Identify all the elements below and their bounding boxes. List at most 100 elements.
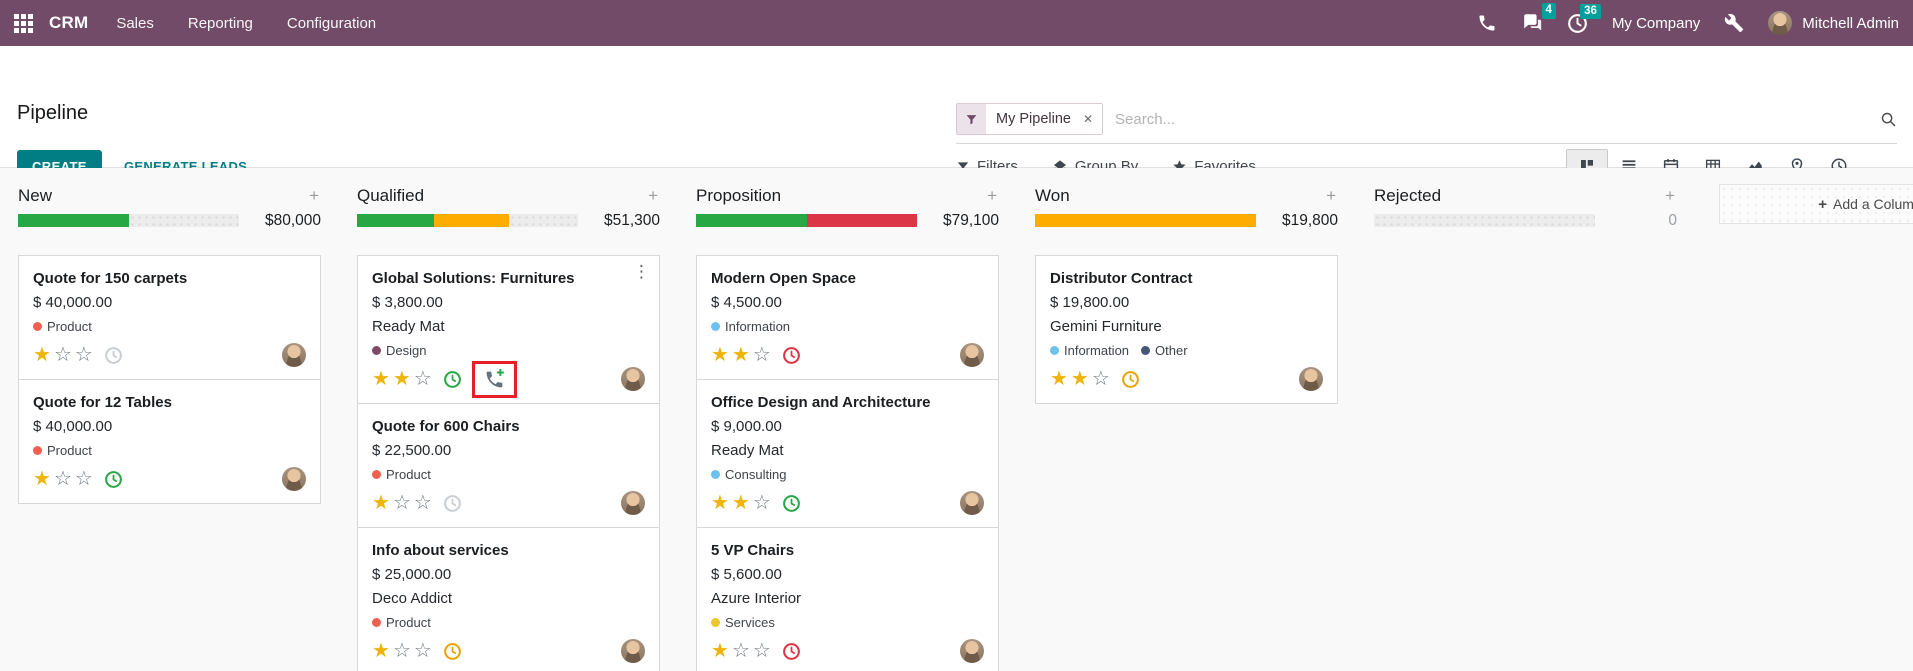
activity-clock-icon[interactable]: [104, 470, 123, 489]
quick-add-icon[interactable]: +: [1326, 186, 1336, 205]
star-filled-icon[interactable]: ★: [33, 468, 54, 490]
messages-icon[interactable]: 4: [1521, 3, 1556, 34]
quick-add-icon[interactable]: +: [987, 186, 997, 205]
progressbar-segment-green[interactable]: [18, 214, 129, 227]
star-rating[interactable]: ★☆☆: [372, 493, 435, 513]
card-tag: Services: [711, 615, 775, 630]
star-empty-icon[interactable]: ☆☆: [392, 492, 435, 514]
add-column-button[interactable]: + Add a Column: [1719, 184, 1913, 224]
kanban-card[interactable]: Distributor Contract $ 19,800.00 Gemini …: [1035, 255, 1338, 404]
salesperson-avatar[interactable]: [621, 491, 645, 515]
column-title: Proposition: [696, 186, 782, 205]
kanban-card[interactable]: Quote for 12 Tables $ 40,000.00 Product …: [18, 379, 321, 504]
star-rating[interactable]: ★★☆: [711, 493, 774, 513]
menu-configuration[interactable]: Configuration: [286, 14, 377, 32]
star-rating[interactable]: ★☆☆: [33, 345, 96, 365]
star-filled-icon[interactable]: ★: [372, 640, 393, 662]
user-name[interactable]: Mitchell Admin: [1802, 14, 1899, 32]
quick-add-icon[interactable]: +: [309, 186, 319, 205]
star-filled-icon[interactable]: ★★: [1050, 368, 1092, 390]
kanban-card[interactable]: Office Design and Architecture $ 9,000.0…: [696, 379, 999, 528]
star-empty-icon[interactable]: ☆: [752, 492, 774, 514]
phone-plus-icon[interactable]: [484, 368, 505, 390]
salesperson-avatar[interactable]: [282, 343, 306, 367]
star-rating[interactable]: ★☆☆: [33, 469, 96, 489]
star-empty-icon[interactable]: ☆: [1091, 368, 1113, 390]
card-title: Office Design and Architecture: [711, 394, 931, 411]
star-rating[interactable]: ★☆☆: [372, 641, 435, 661]
progressbar-segment-muted[interactable]: [128, 214, 239, 227]
star-rating[interactable]: ★★☆: [1050, 369, 1113, 389]
column-progressbar[interactable]: [696, 214, 917, 227]
apps-menu-icon[interactable]: [14, 13, 33, 33]
salesperson-avatar[interactable]: [1299, 367, 1323, 391]
star-rating[interactable]: ★★☆: [372, 369, 435, 389]
user-avatar[interactable]: [1768, 11, 1793, 35]
star-empty-icon[interactable]: ☆☆: [53, 344, 96, 366]
company-switcher[interactable]: My Company: [1611, 14, 1701, 32]
developer-tools-icon[interactable]: [1724, 13, 1744, 33]
star-rating[interactable]: ★☆☆: [711, 641, 774, 661]
activity-clock-icon[interactable]: [443, 494, 462, 513]
salesperson-avatar[interactable]: [960, 639, 984, 663]
activity-clock-icon[interactable]: [443, 642, 462, 661]
activity-clock-icon[interactable]: [443, 370, 462, 389]
card-tag: Product: [372, 615, 431, 630]
progressbar-segment-muted[interactable]: [509, 214, 578, 227]
column-progressbar[interactable]: [1374, 214, 1595, 227]
activity-clock-icon[interactable]: [782, 642, 801, 661]
kanban-card[interactable]: Info about services $ 25,000.00 Deco Add…: [357, 527, 660, 671]
app-name[interactable]: CRM: [49, 13, 89, 32]
activity-clock-icon[interactable]: [1121, 370, 1140, 389]
star-filled-icon[interactable]: ★: [711, 640, 732, 662]
activity-clock-icon[interactable]: [104, 346, 123, 365]
voip-phone-icon[interactable]: [1477, 13, 1497, 33]
column-progressbar[interactable]: [1035, 214, 1256, 227]
star-filled-icon[interactable]: ★★: [711, 344, 753, 366]
progressbar-segment-muted[interactable]: [1374, 214, 1595, 227]
star-empty-icon[interactable]: ☆: [413, 368, 435, 390]
activity-clock-icon[interactable]: [782, 494, 801, 513]
salesperson-avatar[interactable]: [960, 343, 984, 367]
star-rating[interactable]: ★★☆: [711, 345, 774, 365]
salesperson-avatar[interactable]: [621, 639, 645, 663]
tag-dot-icon: [1141, 345, 1151, 355]
progressbar-segment-orange[interactable]: [1035, 214, 1256, 227]
quick-add-icon[interactable]: +: [648, 186, 658, 205]
kanban-card[interactable]: Quote for 600 Chairs $ 22,500.00 Product…: [357, 403, 660, 528]
kanban-column-proposition: Proposition + $79,100 Modern Open Space …: [696, 180, 999, 671]
activity-clock-icon[interactable]: [782, 346, 801, 365]
progressbar-segment-red[interactable]: [806, 214, 917, 227]
tag-label: Consulting: [725, 466, 787, 482]
column-progressbar[interactable]: [18, 214, 239, 227]
facet-remove-icon[interactable]: ✕: [1082, 112, 1094, 126]
quick-add-icon[interactable]: +: [1665, 186, 1675, 205]
star-filled-icon[interactable]: ★★: [372, 368, 414, 390]
star-filled-icon[interactable]: ★★: [711, 492, 753, 514]
progressbar-segment-green[interactable]: [696, 214, 807, 227]
salesperson-avatar[interactable]: [960, 491, 984, 515]
progressbar-segment-green[interactable]: [357, 214, 435, 227]
card-menu-icon[interactable]: ⋮: [633, 262, 650, 281]
salesperson-avatar[interactable]: [621, 367, 645, 391]
tag-label: Information: [725, 318, 791, 334]
activities-icon[interactable]: 36: [1567, 3, 1601, 34]
column-progressbar[interactable]: [357, 214, 578, 227]
star-empty-icon[interactable]: ☆☆: [392, 640, 435, 662]
star-empty-icon[interactable]: ☆☆: [53, 468, 96, 490]
kanban-card[interactable]: Quote for 150 carpets $ 40,000.00 Produc…: [18, 255, 321, 380]
star-empty-icon[interactable]: ☆☆: [731, 640, 774, 662]
kanban-card[interactable]: ⋮ Global Solutions: Furnitures $ 3,800.0…: [357, 255, 660, 404]
star-filled-icon[interactable]: ★: [33, 344, 54, 366]
menu-reporting[interactable]: Reporting: [187, 14, 253, 32]
progressbar-segment-orange[interactable]: [434, 214, 510, 227]
star-empty-icon[interactable]: ☆: [752, 344, 774, 366]
kanban-card[interactable]: Modern Open Space $ 4,500.00 Information…: [696, 255, 999, 380]
star-filled-icon[interactable]: ★: [372, 492, 393, 514]
search-input[interactable]: [1103, 110, 1880, 128]
menu-sales[interactable]: Sales: [116, 14, 154, 32]
search-facet: My Pipeline ✕: [956, 103, 1104, 135]
search-icon[interactable]: [1880, 111, 1897, 128]
kanban-card[interactable]: 5 VP Chairs $ 5,600.00 Azure Interior Ser…: [696, 527, 999, 671]
salesperson-avatar[interactable]: [282, 467, 306, 491]
